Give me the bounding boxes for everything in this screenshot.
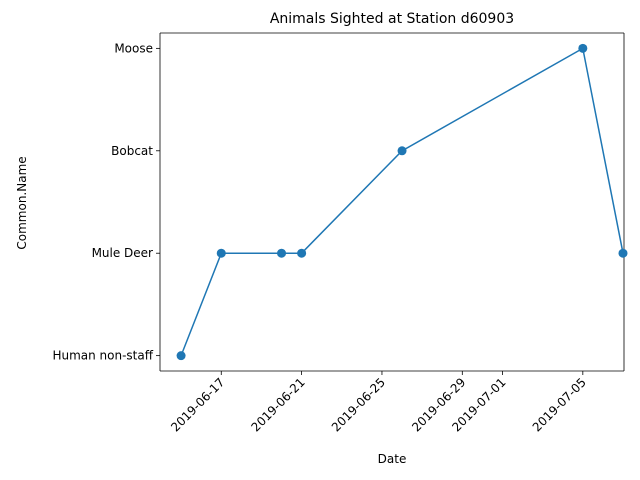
data-point — [578, 43, 588, 53]
data-point — [618, 248, 628, 258]
y-tick-label: Mule Deer — [92, 246, 153, 260]
y-axis-label: Common.Name — [15, 156, 29, 249]
x-axis-label: Date — [378, 452, 407, 466]
y-tick-label: Human non-staff — [52, 349, 153, 363]
data-point — [216, 248, 226, 258]
y-tick-label: Bobcat — [111, 144, 153, 158]
data-point — [297, 248, 307, 258]
data-point — [176, 351, 186, 361]
y-axis: Human non-staff Mule Deer Bobcat Moose — [52, 41, 160, 363]
data-point — [397, 146, 407, 156]
y-tick-label: Moose — [114, 41, 153, 55]
chart-title: Animals Sighted at Station d60903 — [270, 11, 514, 27]
plot-area — [159, 32, 625, 372]
data-point — [277, 248, 287, 258]
series-layer — [176, 43, 628, 361]
